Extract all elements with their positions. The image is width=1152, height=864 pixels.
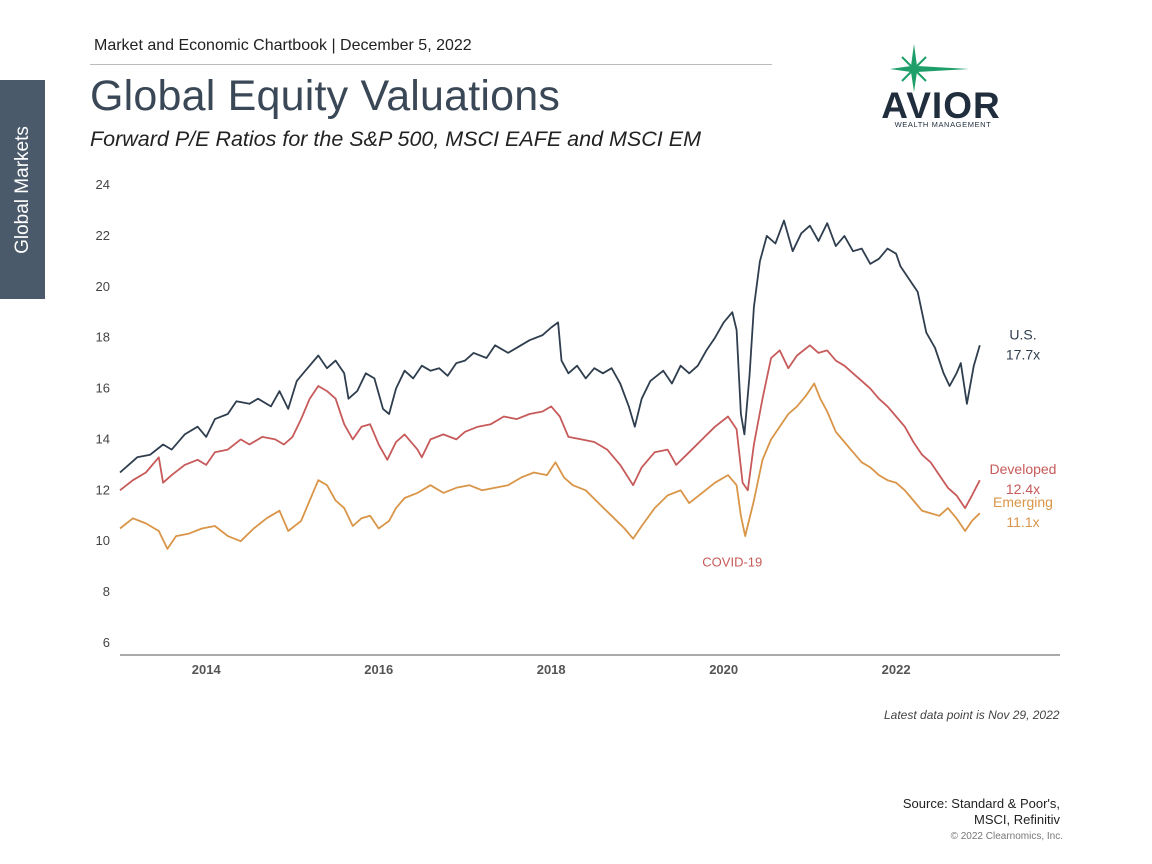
series-label-us-name: U.S. [1009,326,1036,342]
y-tick-label: 14 [96,431,110,446]
logo-tagline: WEALTH MANAGEMENT [895,120,992,129]
x-tick-label: 2014 [192,662,222,677]
avior-logo: AVIOR WEALTH MANAGEMENT [881,44,1000,129]
series-label-developed-value: 12.4x [1006,481,1040,497]
y-tick-label: 16 [96,381,110,396]
copyright: © 2022 Clearnomics, Inc. [950,831,1063,842]
covid-annotation: COVID-19 [702,555,762,570]
side-tab: Global Markets [0,80,45,299]
series-label-emerging-value: 11.1x [1006,514,1039,530]
y-tick-label: 8 [103,584,110,599]
series-line-emerging [119,382,981,550]
annotations: COVID-19 [702,555,762,570]
x-tick-label: 2018 [537,662,566,677]
source-line-1: Source: Standard & Poor's, [902,796,1060,811]
x-tick-label: 2020 [709,662,738,677]
y-tick-label: 18 [96,330,110,345]
source-line-2: MSCI, Refinitiv [974,812,1060,827]
latest-data-note: Latest data point is Nov 29, 2022 [884,708,1060,722]
logo-wordmark: AVIOR [881,85,1000,126]
y-tick-label: 10 [96,533,110,548]
y-tick-label: 6 [103,635,110,650]
series-label-us-value: 17.7x [1006,346,1040,362]
star-icon [890,44,969,92]
y-tick-label: 22 [96,228,110,243]
page-subtitle: Forward P/E Ratios for the S&P 500, MSCI… [90,127,701,151]
x-axis: 2014 2016 2018 2020 2022 [120,654,1060,677]
series-label-developed-name: Developed [990,461,1057,477]
y-axis-ticks: 6 8 10 12 14 16 18 20 22 24 [96,177,110,650]
page-title: Global Equity Valuations [90,72,561,120]
x-tick-label: 2022 [882,662,911,677]
y-tick-label: 20 [96,279,110,294]
report-header: Market and Economic Chartbook | December… [94,37,472,54]
header-divider [90,64,772,65]
x-tick-label: 2016 [364,662,393,677]
y-tick-label: 24 [96,177,110,192]
series-label-emerging-name: Emerging [993,494,1053,510]
y-tick-label: 12 [96,482,110,497]
series-line-developed [119,344,981,509]
series-lines [119,219,981,550]
source-note: Source: Standard & Poor's, MSCI, Refinit… [903,796,1060,828]
series-line-us [119,219,981,474]
